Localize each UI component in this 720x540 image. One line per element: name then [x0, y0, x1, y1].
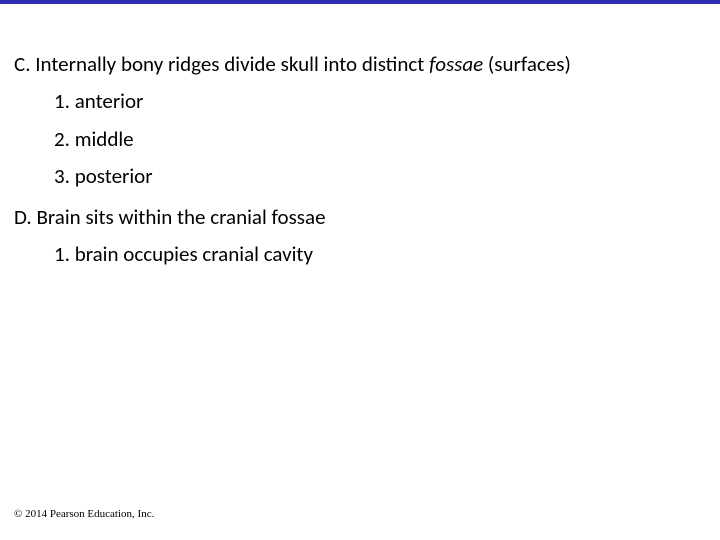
outline-c-italic: fossae	[429, 51, 483, 77]
slide-content: C. Internally bony ridges divide skull i…	[0, 4, 720, 271]
outline-c-prefix: C. Internally bony ridges divide skull i…	[14, 51, 429, 77]
outline-c-sub-1: 1. anterior	[54, 86, 706, 118]
outline-c-sub-2: 2. middle	[54, 124, 706, 156]
outline-c-sub-3: 3. posterior	[54, 161, 706, 193]
outline-d-sub-1: 1. brain occupies cranial cavity	[54, 239, 706, 271]
outline-c-suffix: (surfaces)	[483, 51, 571, 77]
outline-item-c: C. Internally bony ridges divide skull i…	[14, 50, 706, 78]
copyright-text: © 2014 Pearson Education, Inc.	[14, 508, 154, 520]
outline-item-d: D. Brain sits within the cranial fossae	[14, 203, 706, 231]
